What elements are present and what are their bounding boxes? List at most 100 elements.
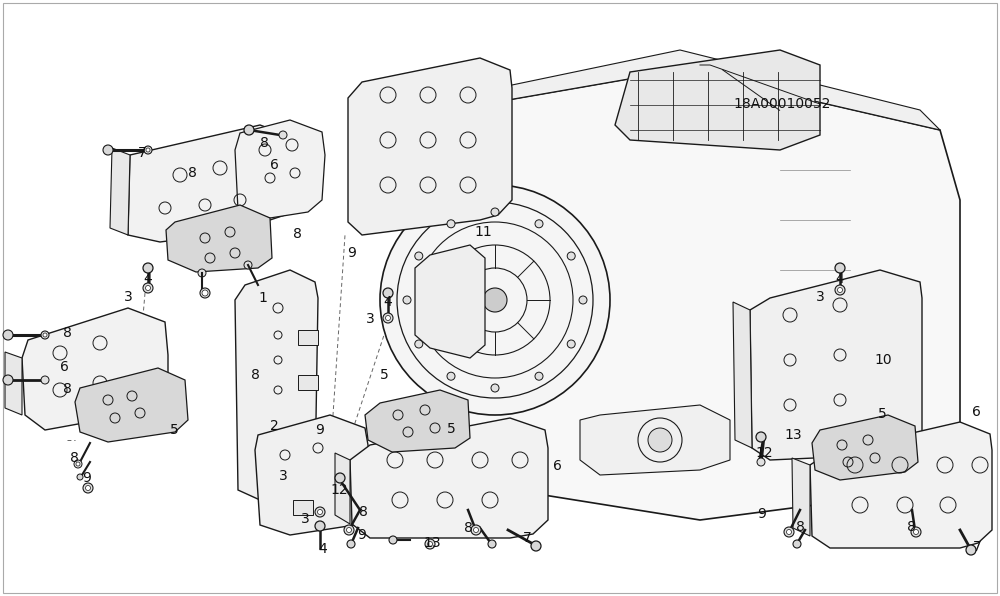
Circle shape (838, 287, 842, 293)
Polygon shape (580, 405, 730, 475)
Circle shape (198, 269, 206, 277)
Circle shape (786, 529, 792, 535)
Text: 9: 9 (348, 246, 356, 260)
Circle shape (347, 540, 355, 548)
Circle shape (279, 131, 287, 139)
Circle shape (83, 483, 93, 493)
Circle shape (200, 288, 210, 298)
Circle shape (146, 285, 150, 290)
Text: 1: 1 (259, 291, 267, 305)
Circle shape (447, 372, 455, 380)
Polygon shape (733, 302, 752, 448)
Polygon shape (350, 418, 548, 538)
Text: 5: 5 (380, 368, 388, 382)
Circle shape (86, 486, 90, 491)
Text: 3: 3 (279, 469, 287, 483)
Text: 6: 6 (553, 459, 561, 473)
Text: 12: 12 (755, 446, 773, 460)
Circle shape (383, 313, 393, 323)
Polygon shape (415, 245, 485, 358)
Circle shape (428, 542, 432, 547)
Circle shape (144, 146, 152, 154)
Circle shape (579, 296, 587, 304)
Circle shape (389, 536, 397, 544)
Text: 4: 4 (319, 542, 327, 556)
Text: 8: 8 (260, 136, 268, 150)
Circle shape (483, 288, 507, 312)
Text: 8: 8 (251, 368, 259, 382)
Text: 11: 11 (474, 225, 492, 239)
Text: 3: 3 (301, 512, 309, 526)
Text: 9: 9 (358, 528, 366, 542)
Circle shape (41, 376, 49, 384)
Circle shape (335, 473, 345, 483)
Text: 13: 13 (784, 428, 802, 442)
Circle shape (535, 220, 543, 228)
Text: 12: 12 (330, 483, 348, 497)
Circle shape (380, 185, 610, 415)
Circle shape (315, 507, 325, 517)
Circle shape (911, 527, 921, 537)
Circle shape (471, 525, 481, 535)
Polygon shape (810, 422, 992, 548)
Text: 8: 8 (188, 166, 196, 180)
Text: 13: 13 (423, 536, 441, 550)
Text: 8: 8 (63, 382, 71, 396)
Text: 3: 3 (124, 290, 132, 304)
Text: 6: 6 (270, 158, 278, 172)
Text: 8: 8 (70, 451, 78, 465)
Polygon shape (22, 308, 168, 430)
Text: 4: 4 (384, 295, 392, 309)
Circle shape (347, 527, 352, 532)
Circle shape (318, 510, 322, 514)
Circle shape (41, 331, 49, 339)
Text: 8: 8 (796, 520, 804, 534)
Text: 5: 5 (878, 407, 886, 421)
Circle shape (315, 521, 325, 531)
Polygon shape (348, 58, 512, 235)
Circle shape (244, 261, 252, 269)
Circle shape (488, 540, 496, 548)
Circle shape (43, 333, 47, 337)
Circle shape (835, 263, 845, 273)
Circle shape (415, 252, 423, 260)
Text: 7: 7 (138, 146, 146, 160)
Circle shape (756, 432, 766, 442)
Bar (293, 500, 313, 515)
Text: 3: 3 (816, 290, 824, 304)
Circle shape (77, 474, 83, 480)
Circle shape (202, 290, 208, 296)
Text: 8: 8 (359, 505, 367, 519)
Circle shape (567, 252, 575, 260)
Text: 9: 9 (83, 471, 91, 485)
Circle shape (244, 125, 254, 135)
Circle shape (383, 288, 393, 298)
Text: 5: 5 (170, 423, 178, 437)
Circle shape (3, 330, 13, 340)
Circle shape (3, 375, 13, 385)
Polygon shape (255, 415, 370, 535)
Polygon shape (812, 415, 918, 480)
Circle shape (966, 545, 976, 555)
Text: 10: 10 (874, 353, 892, 367)
Circle shape (143, 283, 153, 293)
Text: 4: 4 (144, 272, 152, 286)
Circle shape (447, 220, 455, 228)
Polygon shape (75, 368, 188, 442)
Circle shape (103, 145, 113, 155)
Bar (298, 375, 318, 390)
Polygon shape (235, 270, 318, 500)
Polygon shape (440, 50, 940, 130)
Circle shape (74, 460, 82, 468)
Text: 3: 3 (366, 312, 374, 326)
Circle shape (403, 296, 411, 304)
Text: 5: 5 (447, 422, 455, 436)
Polygon shape (5, 352, 22, 415)
Text: 6: 6 (972, 405, 980, 419)
Text: 7: 7 (973, 540, 981, 554)
Circle shape (491, 384, 499, 392)
Circle shape (491, 208, 499, 216)
Polygon shape (430, 70, 960, 520)
Circle shape (835, 285, 845, 295)
Polygon shape (166, 205, 272, 272)
